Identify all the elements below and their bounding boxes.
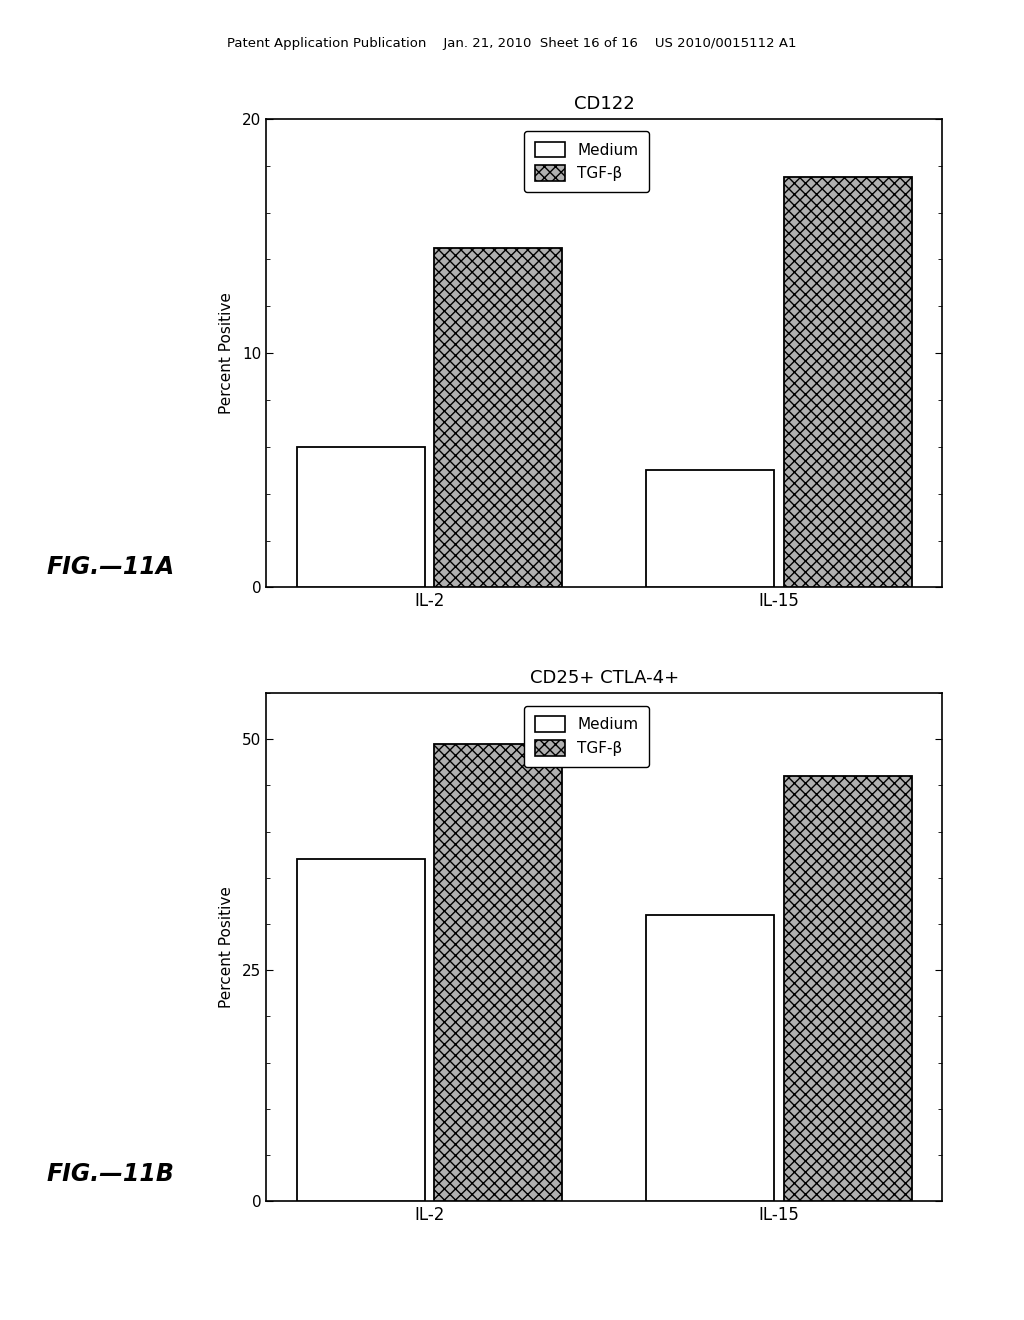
Y-axis label: Percent Positive: Percent Positive <box>219 292 233 414</box>
Bar <box>646 915 774 1201</box>
Legend: Medium, TGF-β: Medium, TGF-β <box>524 131 649 193</box>
Bar <box>434 248 562 587</box>
Title: CD25+ CTLA-4+: CD25+ CTLA-4+ <box>529 669 679 688</box>
Text: Patent Application Publication    Jan. 21, 2010  Sheet 16 of 16    US 2010/00151: Patent Application Publication Jan. 21, … <box>227 37 797 50</box>
Title: CD122: CD122 <box>573 95 635 114</box>
Bar <box>783 177 911 587</box>
Text: FIG.—11B: FIG.—11B <box>46 1163 174 1187</box>
Bar <box>297 446 425 587</box>
Legend: Medium, TGF-β: Medium, TGF-β <box>524 706 649 767</box>
Y-axis label: Percent Positive: Percent Positive <box>219 886 233 1008</box>
Bar <box>646 470 774 587</box>
Bar <box>783 776 911 1201</box>
Text: FIG.—11A: FIG.—11A <box>46 556 174 579</box>
Bar <box>434 744 562 1201</box>
Bar <box>297 859 425 1201</box>
